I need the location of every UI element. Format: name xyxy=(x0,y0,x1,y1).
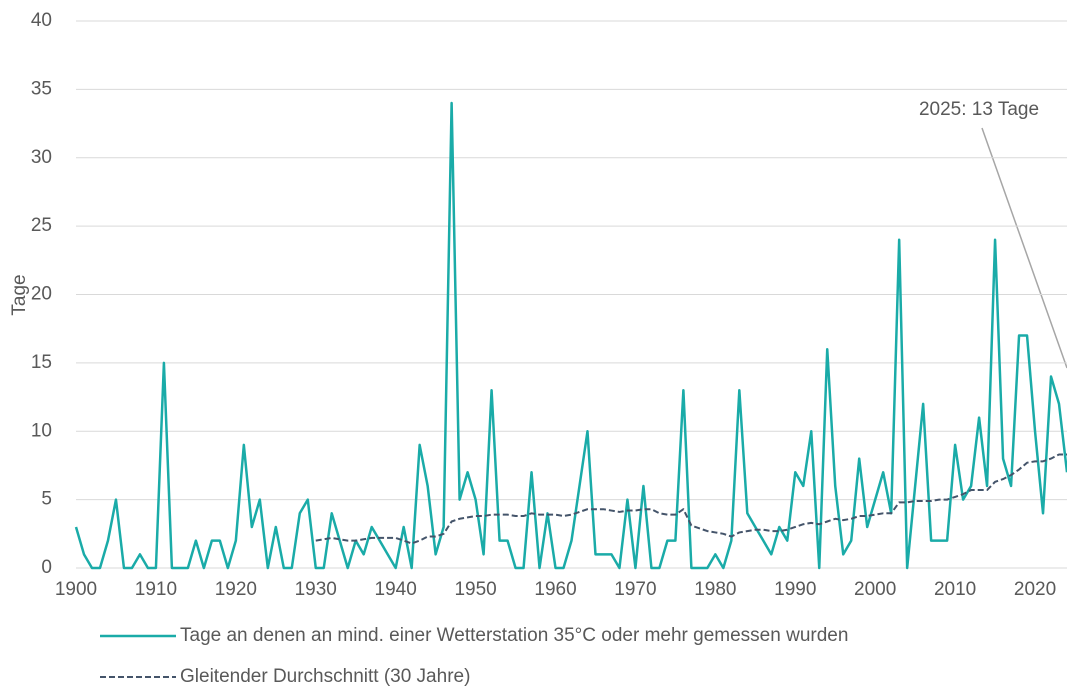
x-tick-label: 1920 xyxy=(215,579,257,600)
data-line xyxy=(315,453,1067,545)
y-tick-label: 30 xyxy=(31,147,52,168)
x-tick-label: 1960 xyxy=(534,579,576,600)
x-tick-label: 2020 xyxy=(1014,579,1056,600)
data-line xyxy=(74,101,1067,570)
x-tick-label: 2000 xyxy=(854,579,896,600)
x-tick-label: 1930 xyxy=(295,579,337,600)
y-tick-label: 15 xyxy=(31,352,52,373)
legend-label: Gleitender Durchschnitt (30 Jahre) xyxy=(180,666,470,686)
annotation: 2025: 13 Tage xyxy=(919,99,1039,120)
x-tick-label: 2010 xyxy=(934,579,976,600)
y-tick-label: 0 xyxy=(41,557,52,578)
x-tick-label: 1900 xyxy=(55,579,97,600)
y-axis-label: Tage xyxy=(9,274,30,315)
x-tick-label: 1990 xyxy=(774,579,816,600)
x-tick-label: 1970 xyxy=(614,579,656,600)
y-tick-label: 35 xyxy=(31,78,52,99)
x-tick-label: 1940 xyxy=(375,579,417,600)
x-tick-label: 1950 xyxy=(454,579,496,600)
y-tick-label: 10 xyxy=(31,420,52,441)
legend-label: Tage an denen an mind. einer Wetterstati… xyxy=(180,625,848,646)
y-tick-label: 20 xyxy=(31,284,52,305)
y-tick-label: 40 xyxy=(31,10,52,31)
y-tick-label: 25 xyxy=(31,215,52,236)
annotation-leader xyxy=(981,127,1067,369)
x-tick-label: 1910 xyxy=(135,579,177,600)
y-tick-label: 5 xyxy=(41,489,52,510)
x-tick-label: 1980 xyxy=(694,579,736,600)
